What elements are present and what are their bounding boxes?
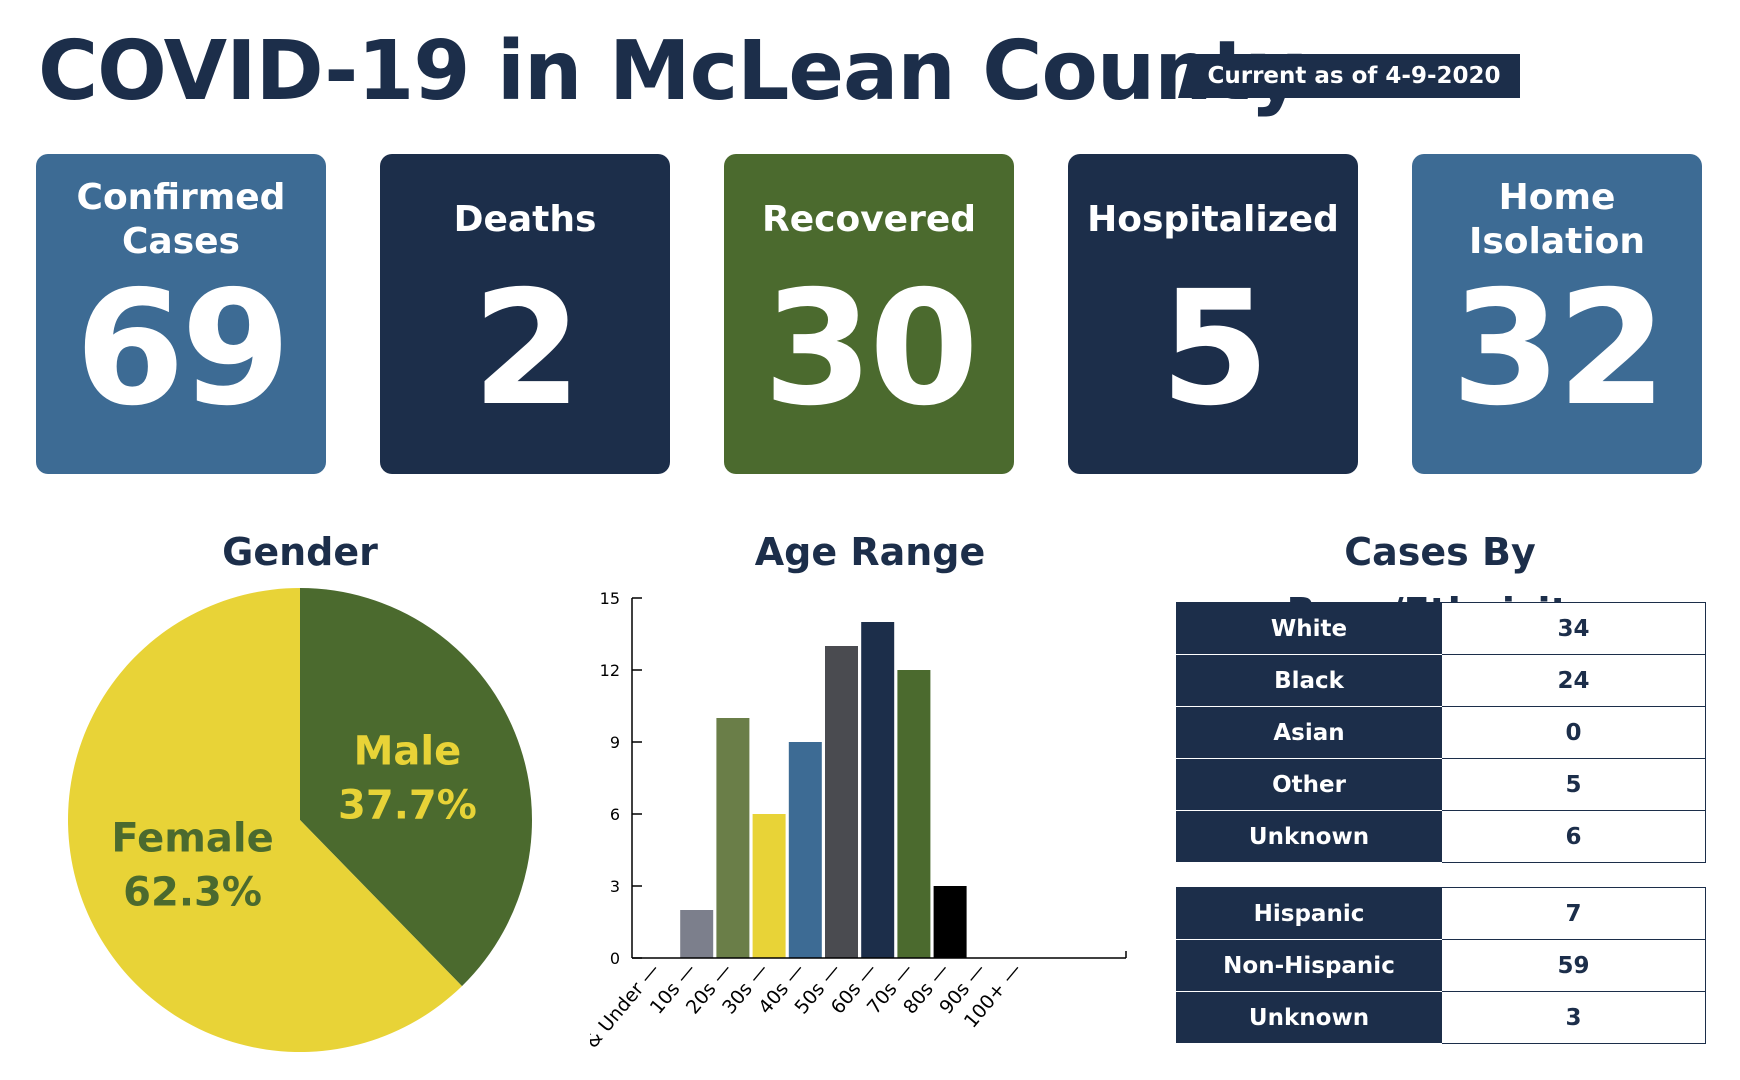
- race-value: 24: [1441, 654, 1706, 707]
- stat-value: 69: [75, 257, 291, 441]
- table-row: Other 5: [1176, 758, 1706, 811]
- ethnicity-label: Non-Hispanic: [1176, 939, 1442, 992]
- stat-value: 2: [472, 257, 582, 441]
- age-chart-title: Age Range: [754, 530, 986, 574]
- stat-label: Home Isolation: [1468, 177, 1646, 262]
- stat-value: 30: [763, 257, 979, 441]
- table-row: Unknown 3: [1176, 991, 1706, 1044]
- table-row: Asian 0: [1176, 706, 1706, 759]
- pie-label-percent: 62.3%: [123, 870, 262, 916]
- spacer-cell: [1441, 862, 1706, 888]
- gender-pie-chart: Male 37.7% Female 62.3%: [67, 588, 532, 1052]
- as-of-badge: Current as of 4-9-2020: [1178, 54, 1520, 98]
- race-label: Other: [1176, 758, 1442, 811]
- table-row: Black 24: [1176, 654, 1706, 707]
- ethnicity-label: Hispanic: [1176, 887, 1442, 940]
- bar: [861, 622, 895, 958]
- race-label: Asian: [1176, 706, 1442, 759]
- table-spacer-row: [1176, 862, 1706, 888]
- bar: [680, 910, 714, 958]
- spacer-cell: [1176, 862, 1442, 888]
- bar: [788, 742, 822, 958]
- gender-chart-title: Gender: [222, 530, 378, 574]
- stat-card-deaths: Deaths 2: [380, 154, 670, 474]
- race-value: 0: [1441, 706, 1706, 759]
- stat-label: Hospitalized: [1087, 199, 1339, 240]
- stat-card-confirmed-cases: Confirmed Cases 69: [36, 154, 326, 474]
- pie-label-name: Female: [111, 816, 273, 862]
- bar: [752, 814, 786, 958]
- race-label: Unknown: [1176, 810, 1442, 863]
- bar: [897, 670, 931, 958]
- stat-card-home-isolation: Home Isolation 32: [1412, 154, 1702, 474]
- y-tick-label: 9: [610, 733, 620, 752]
- ethnicity-value: 7: [1441, 887, 1706, 940]
- stat-label: Recovered: [761, 199, 977, 240]
- table-row: Hispanic 7: [1176, 887, 1706, 940]
- y-tick-label: 15: [600, 589, 620, 608]
- y-tick-label: 0: [610, 949, 620, 968]
- pie-label-name: Male: [354, 728, 462, 774]
- pie-slice-female: [67, 588, 462, 1052]
- stat-value: 5: [1160, 257, 1270, 441]
- race-value: 34: [1441, 602, 1706, 655]
- pie-label-percent: 37.7%: [338, 782, 477, 828]
- ethnicity-value: 59: [1441, 939, 1706, 992]
- page-title: COVID-19 in McLean County: [38, 24, 1303, 119]
- ethnicity-value: 3: [1441, 991, 1706, 1044]
- bar: [716, 718, 750, 958]
- stat-card-hospitalized: Hospitalized 5: [1068, 154, 1358, 474]
- y-tick-label: 6: [610, 805, 620, 824]
- race-label: White: [1176, 602, 1442, 655]
- table-row: Non-Hispanic 59: [1176, 939, 1706, 992]
- stat-label: Confirmed Cases: [76, 177, 286, 262]
- y-tick-label: 12: [600, 661, 620, 680]
- stat-card-recovered: Recovered 30: [724, 154, 1014, 474]
- ethnicity-label: Unknown: [1176, 991, 1442, 1044]
- race-value: 6: [1441, 810, 1706, 863]
- race-ethnicity-table: White 34 Black 24 Asian 0 Other 5 Unknow…: [1176, 602, 1706, 1044]
- race-label: Black: [1176, 654, 1442, 707]
- bar: [933, 886, 967, 958]
- bar: [825, 646, 858, 958]
- race-value: 5: [1441, 758, 1706, 811]
- table-row: White 34: [1176, 602, 1706, 655]
- y-tick-label: 3: [610, 877, 620, 896]
- x-tick-label: 9 & Under —: [590, 959, 664, 1066]
- stat-label: Deaths: [453, 199, 597, 240]
- table-row: Unknown 6: [1176, 810, 1706, 863]
- pie-slice-male: [300, 588, 532, 987]
- stat-value: 32: [1451, 257, 1667, 441]
